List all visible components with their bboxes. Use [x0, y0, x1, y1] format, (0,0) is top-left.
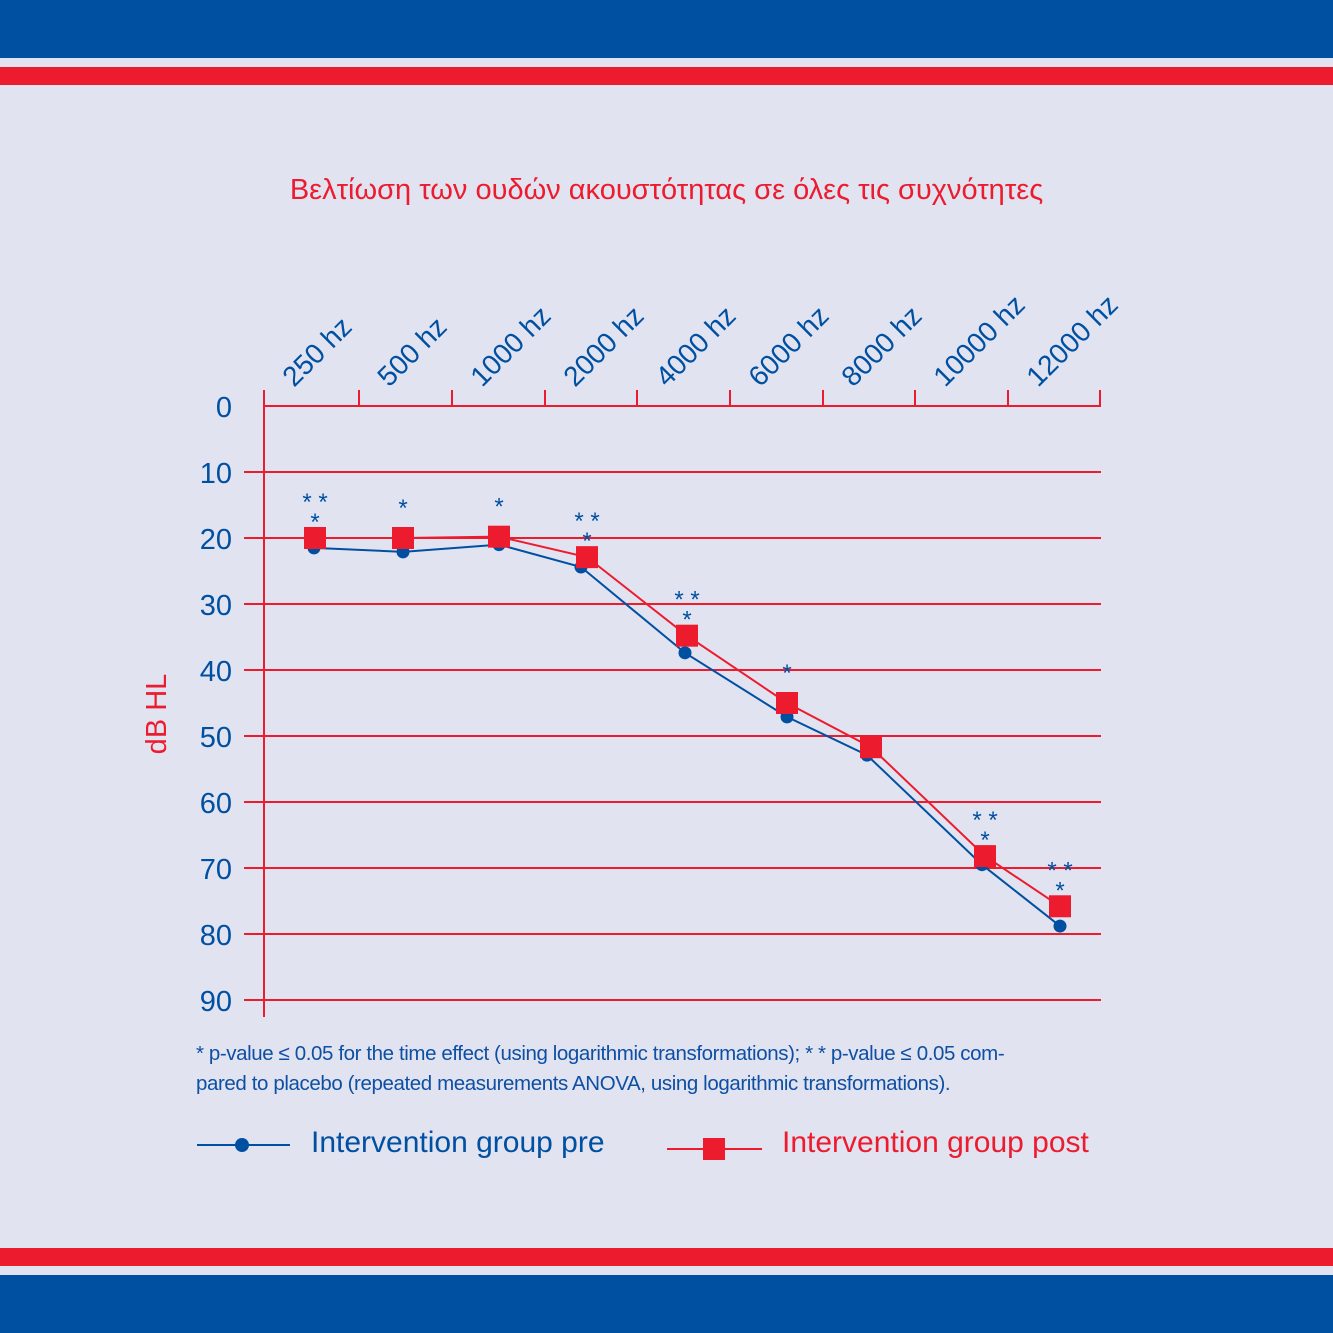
legend-pre-label: Intervention group pre [311, 1126, 605, 1159]
chart-title: Βελτίωση των ουδών ακουστότητας σε όλες … [289, 174, 1044, 206]
post-point [576, 546, 598, 569]
significance-mark: * [682, 607, 691, 634]
y-axis-label: dB HL [141, 674, 173, 755]
top-red-band [0, 67, 1333, 85]
y-tick-label: 80 [200, 920, 232, 952]
x-tick-label: 500 hz [371, 311, 452, 392]
significance-mark: * * [302, 489, 327, 516]
bottom-red-band [0, 1248, 1333, 1266]
x-tick-label: 12000 hz [1020, 289, 1123, 392]
post-point [392, 527, 414, 549]
x-tick-label: 2000 hz [557, 300, 649, 392]
significance-mark: * [980, 827, 989, 854]
significance-mark: * [310, 509, 319, 536]
footnote-line-1: * p-value ≤ 0.05 for the time effect (us… [196, 1042, 1005, 1065]
x-tick-label: 10000 hz [927, 289, 1030, 392]
legend-pre-marker [197, 1138, 290, 1152]
pre-point [1053, 919, 1067, 933]
x-tick-label: 8000 hz [835, 300, 927, 392]
y-tick-label: 0 [216, 392, 232, 424]
significance-mark: * [782, 660, 791, 687]
post-point [676, 624, 698, 647]
post-point [304, 527, 326, 549]
legend-post-marker [667, 1138, 762, 1160]
y-tick-label: 40 [200, 656, 232, 688]
y-tick-label: 90 [200, 986, 232, 1018]
top-blue-band [0, 0, 1333, 58]
significance-mark: * * [574, 508, 599, 535]
y-tick-label: 10 [200, 458, 232, 490]
x-tick-label: 4000 hz [649, 300, 741, 392]
significance-mark: * * [1047, 857, 1072, 884]
x-tick-label: 6000 hz [742, 300, 834, 392]
significance-mark: * [494, 494, 503, 521]
post-point [776, 692, 798, 714]
pre-point [678, 646, 692, 660]
significance-mark: * * [972, 807, 997, 834]
footnote-line-2: pared to placebo (repeated measurements … [196, 1072, 951, 1095]
significance-mark: * [582, 528, 591, 555]
post-point [488, 525, 510, 548]
post-point [1049, 895, 1071, 918]
y-tick-label: 20 [200, 524, 232, 556]
significance-mark: * [398, 495, 407, 522]
bottom-blue-band [0, 1275, 1333, 1333]
x-tick-label: 1000 hz [464, 300, 556, 392]
legend-post-label: Intervention group post [782, 1126, 1089, 1159]
y-tick-label: 50 [200, 722, 232, 754]
footnote: * p-value ≤ 0.05 for the time effect (us… [196, 1039, 1136, 1099]
significance-mark: * * [674, 587, 699, 614]
x-tick-label: 250 hz [276, 311, 357, 392]
significance-mark: * [1055, 877, 1064, 904]
legend-marks [197, 1138, 762, 1160]
y-tick-label: 30 [200, 590, 232, 622]
y-tick-label: 60 [200, 788, 232, 820]
post-point [974, 845, 996, 868]
y-tick-label: 70 [200, 854, 232, 886]
post-point [860, 736, 882, 759]
